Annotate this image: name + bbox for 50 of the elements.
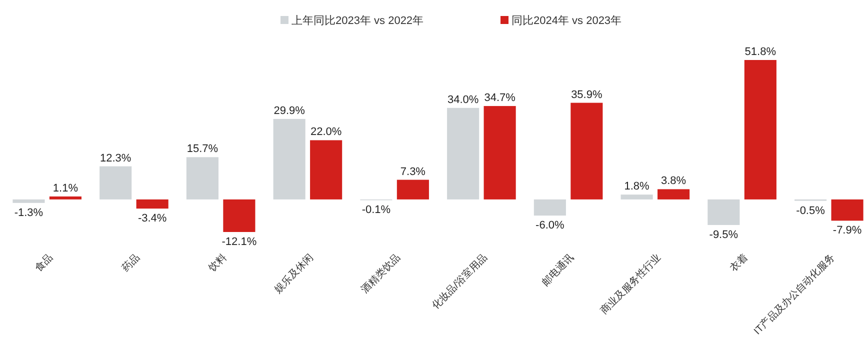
bar — [396, 180, 429, 200]
data-label: 34.7% — [484, 92, 516, 104]
bar — [831, 199, 864, 221]
x-tick-label: 衣着 — [728, 252, 750, 274]
data-label: 7.3% — [400, 166, 426, 178]
x-tick-label: 食品 — [32, 252, 56, 274]
bar — [186, 157, 218, 200]
bar — [744, 60, 776, 200]
data-label: 1.1% — [52, 182, 78, 194]
data-label: -1.3% — [14, 206, 44, 219]
bar — [708, 199, 740, 225]
x-tick-label: IT产品及办公自动化服务 — [752, 252, 838, 338]
bar — [100, 166, 132, 200]
bar — [310, 140, 342, 200]
x-tick-label: 饮料 — [206, 252, 229, 275]
bar — [570, 102, 603, 200]
data-label: 29.9% — [274, 104, 306, 117]
data-label: 3.8% — [661, 175, 686, 188]
data-label: -0.5% — [796, 204, 826, 217]
data-label: 15.7% — [186, 143, 218, 156]
bar — [484, 106, 516, 200]
bar — [136, 199, 168, 209]
bar — [534, 199, 566, 216]
data-label: -9.5% — [709, 229, 738, 241]
x-tick-label: 商业及服务性行业 — [598, 252, 664, 317]
data-label: -3.4% — [138, 212, 167, 225]
bar — [620, 194, 653, 200]
bar — [12, 199, 45, 203]
bar — [658, 189, 690, 200]
data-label: 34.0% — [447, 94, 479, 106]
data-label: -0.1% — [362, 204, 391, 216]
data-label: 35.9% — [571, 88, 602, 101]
bar — [447, 108, 480, 200]
bar — [223, 199, 256, 232]
data-label: 22.0% — [310, 126, 342, 138]
legend-label: 同比2024年 vs 2023年 — [512, 14, 622, 27]
bar — [49, 196, 82, 200]
data-label: -12.1% — [222, 236, 257, 248]
data-label: 12.3% — [100, 152, 132, 164]
x-tick-label: 酒精类饮品 — [358, 252, 403, 296]
data-label: -6.0% — [536, 220, 565, 232]
data-label: 51.8% — [744, 46, 776, 58]
x-tick-label: 邮电通讯 — [540, 252, 576, 288]
legend-label: 上年同比2023年 vs 2022年 — [292, 14, 424, 27]
data-label: -7.9% — [832, 224, 862, 237]
x-tick-label: 药品 — [119, 252, 142, 274]
x-tick-label: 化妆品/浴室用品 — [430, 252, 490, 312]
data-label: 1.8% — [624, 180, 650, 193]
bar — [273, 118, 306, 200]
x-tick-label: 娱乐及休闲 — [272, 252, 316, 296]
